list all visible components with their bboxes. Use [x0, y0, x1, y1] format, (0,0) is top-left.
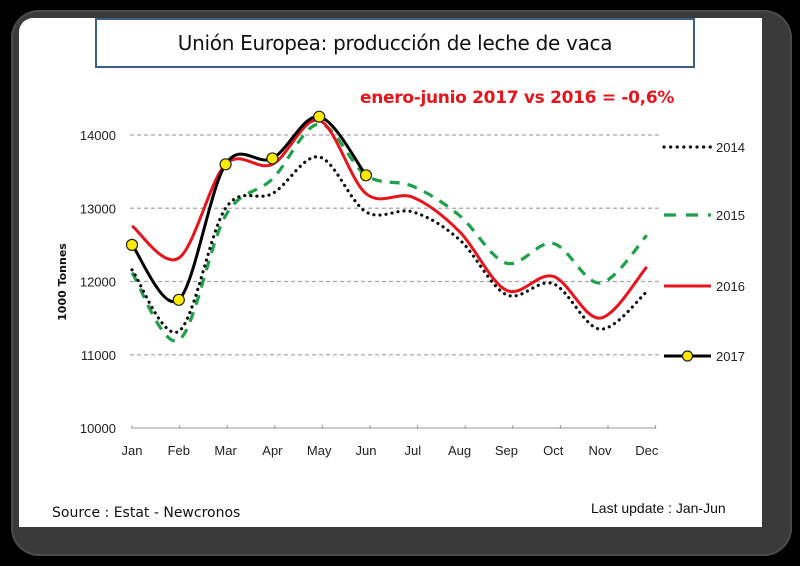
x-tick-label: Dec — [635, 443, 659, 458]
legend-label-2016: 2016 — [716, 279, 745, 294]
data-point-2017 — [313, 110, 326, 123]
data-point-2017 — [359, 169, 373, 182]
x-tick-label: Oct — [543, 443, 564, 458]
series-line-2017 — [130, 115, 368, 304]
series-line-2016 — [131, 118, 648, 320]
chart-title: Unión Europea: producción de leche de va… — [177, 31, 613, 55]
x-tick-label: Nov — [588, 443, 612, 458]
data-point-2017 — [219, 158, 232, 171]
y-tick-label: 12000 — [80, 275, 116, 290]
x-tick-label: Jun — [356, 443, 377, 458]
series-line-2014 — [130, 155, 649, 334]
data-point-2017 — [172, 293, 185, 306]
legend-label-2014: 2014 — [716, 140, 745, 155]
x-tick-label: May — [307, 443, 332, 458]
last-update-note: Last update : Jan-Jun — [591, 500, 726, 516]
data-point-2017 — [125, 238, 139, 251]
x-tick-label: Feb — [168, 443, 190, 458]
y-tick-label: 14000 — [80, 128, 116, 143]
data-point-2017 — [266, 152, 279, 165]
y-tick-label: 10000 — [80, 421, 116, 436]
source-note: Source : Estat - Newcronos — [52, 505, 241, 521]
x-tick-label: Mar — [214, 443, 237, 458]
y-tick-label: 13000 — [80, 201, 116, 216]
legend-marker-2017 — [681, 350, 694, 362]
y-tick-label: 11000 — [81, 348, 116, 363]
x-tick-label: Sep — [495, 443, 518, 458]
x-tick-label: Jul — [404, 443, 421, 458]
legend-label-2017: 2017 — [716, 349, 745, 364]
legend-label-2015: 2015 — [716, 208, 745, 223]
y-axis-label: 1000 Tonnes — [56, 243, 69, 321]
x-tick-label: Aug — [448, 443, 471, 458]
x-tick-label: Apr — [262, 443, 283, 458]
chart-panel — [19, 18, 762, 527]
x-tick-label: Jan — [122, 443, 143, 458]
annotation: enero-junio 2017 vs 2016 = -0,6% — [360, 88, 675, 108]
series-line-2015 — [130, 122, 648, 343]
title-box: Unión Europea: producción de leche de va… — [95, 18, 695, 68]
